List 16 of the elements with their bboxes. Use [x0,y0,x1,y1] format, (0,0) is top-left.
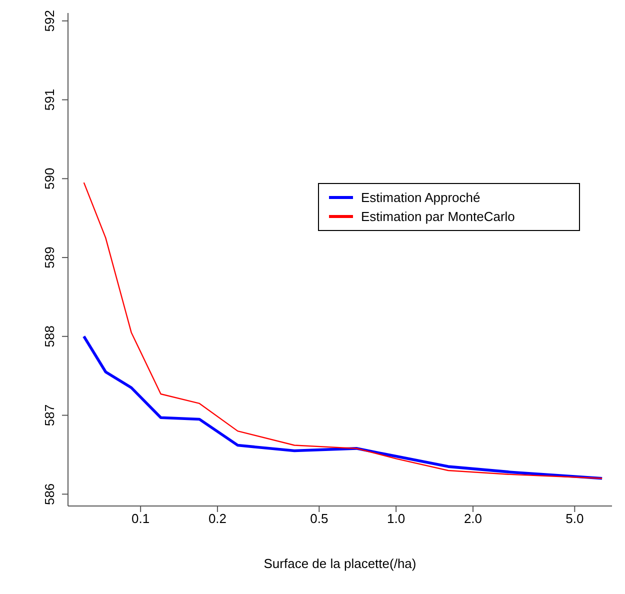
x-tick-label: 0.1 [132,511,150,526]
y-tick-label: 586 [42,483,57,506]
y-tick-label: 591 [42,88,57,111]
x-tick-label: 5.0 [566,511,584,526]
x-tick-label: 0.5 [310,511,328,526]
legend-label: Estimation Approché [361,189,480,207]
x-tick-label: 1.0 [387,511,406,526]
y-tick-label: 592 [42,10,57,32]
x-axis-title: Surface de la placette(/ha) [264,556,416,571]
legend-label: Estimation par MonteCarlo [361,208,515,226]
y-tick-label: 588 [42,326,57,348]
y-tick-label: 589 [42,246,57,268]
y-tick-label: 587 [42,404,57,426]
y-tick-label: 590 [42,168,57,190]
x-tick-label: 0.2 [208,511,227,526]
x-tick-label: 2.0 [464,511,482,526]
